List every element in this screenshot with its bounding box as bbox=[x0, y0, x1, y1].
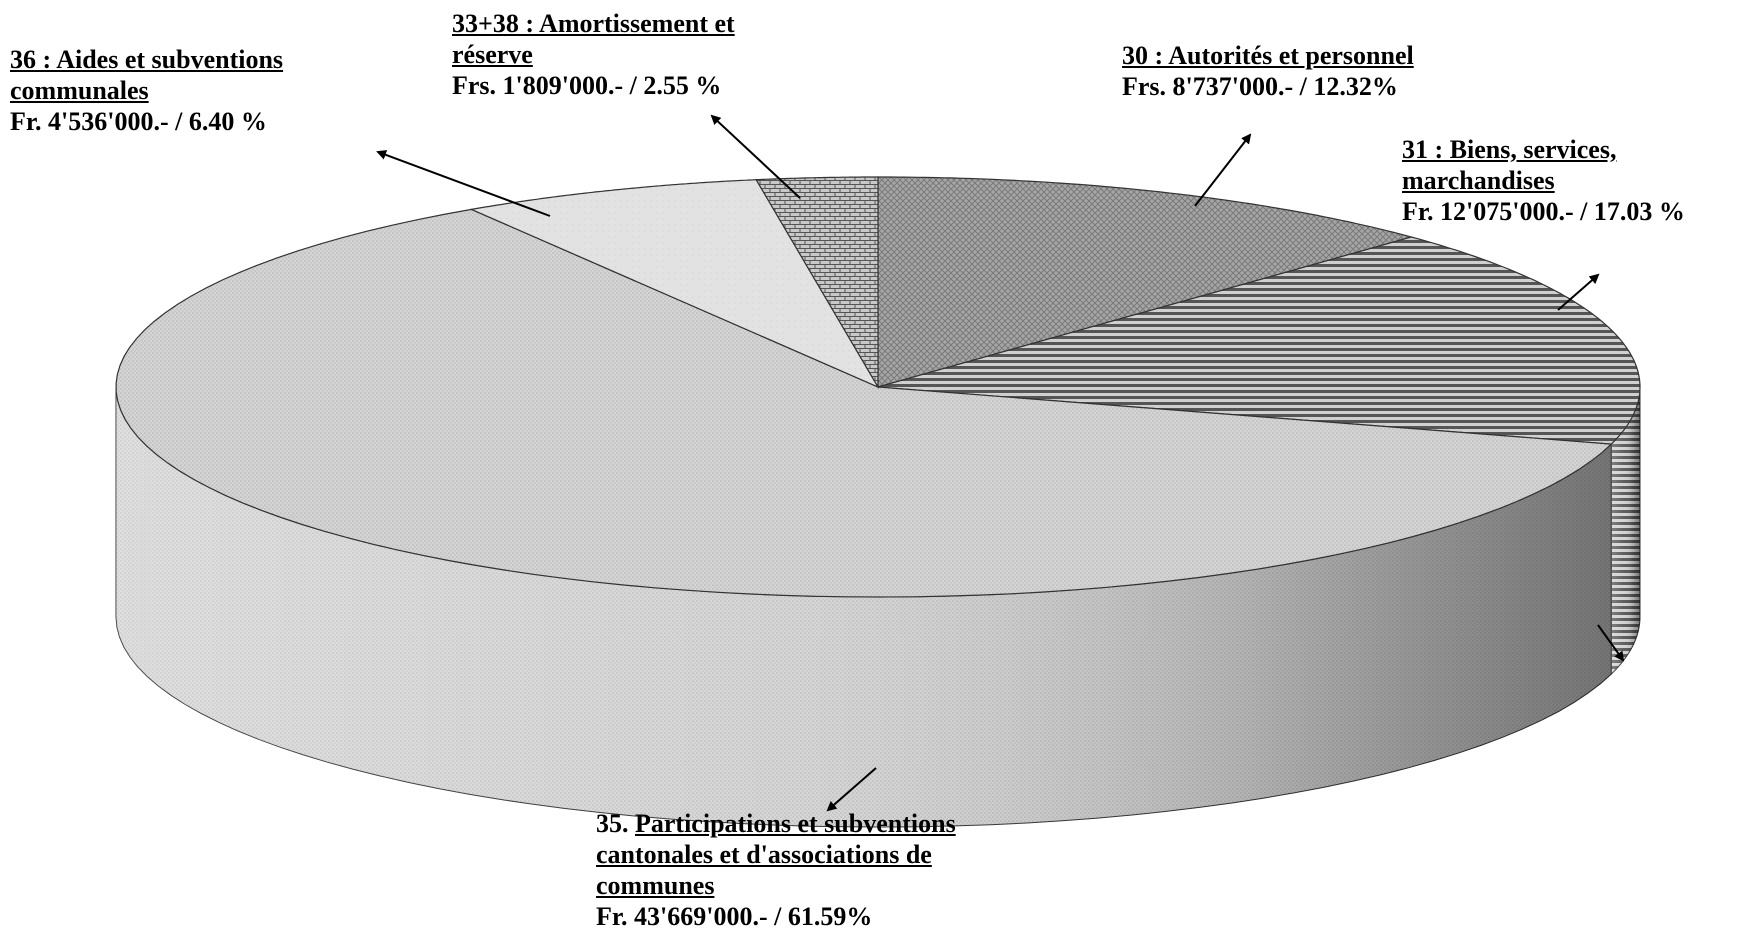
leader-arrow-31b bbox=[1597, 624, 1625, 662]
pie-slice-35 bbox=[115, 208, 1613, 598]
label-slice-31: 31 : Biens, services, marchandises Fr. 1… bbox=[1402, 134, 1685, 227]
label-slice-30: 30 : Autorités et personnel Frs. 8'737'0… bbox=[1122, 40, 1414, 102]
pie-slice-31 bbox=[877, 236, 1641, 445]
slice-amount: Frs. 8'737'000.- / 12.32% bbox=[1122, 72, 1398, 101]
slice-label-line: cantonales et d'associations de bbox=[596, 840, 932, 869]
slice-label-line: communes bbox=[596, 871, 715, 900]
label-slice-36: 36 : Aides et subventions communales Fr.… bbox=[10, 44, 283, 137]
label-slice-33-38: 33+38 : Amortissement et réserve Frs. 1'… bbox=[452, 8, 735, 101]
slice-amount: Fr. 12'075'000.- / 17.03 % bbox=[1402, 197, 1685, 226]
slice-label-line: marchandises bbox=[1402, 166, 1555, 195]
slice-amount: Frs. 1'809'000.- / 2.55 % bbox=[452, 71, 722, 100]
leader-arrow-30 bbox=[1194, 133, 1252, 207]
leader-arrow-36 bbox=[376, 150, 551, 217]
label-slice-35: 35. Participations et subventions canton… bbox=[596, 808, 956, 932]
leader-arrow-31 bbox=[1557, 273, 1600, 311]
leader-arrow-35 bbox=[826, 767, 877, 812]
slice-label-line: communales bbox=[10, 76, 149, 105]
slice-label-line: 30 : Autorités et personnel bbox=[1122, 41, 1414, 70]
pie-side-shade bbox=[1611, 387, 1640, 675]
slice-amount: Fr. 4'536'000.- / 6.40 % bbox=[10, 107, 267, 136]
slice-label-line: réserve bbox=[452, 40, 533, 69]
slice-prefix: 35. bbox=[596, 809, 635, 838]
slice-label-line: 31 : Biens, services, bbox=[1402, 135, 1617, 164]
slice-label-line: 36 : Aides et subventions bbox=[10, 45, 284, 74]
leader-arrow-33-38 bbox=[710, 114, 801, 199]
slice-amount: Fr. 43'669'000.- / 61.59% bbox=[596, 902, 873, 931]
pie-slice-30 bbox=[877, 176, 1414, 388]
pie-slice-33-38 bbox=[755, 176, 879, 390]
slice-label-line: 33+38 : Amortissement et bbox=[452, 9, 735, 38]
pie-side-shade bbox=[116, 387, 1612, 827]
slice-label-line: Participations et subventions bbox=[635, 809, 956, 838]
